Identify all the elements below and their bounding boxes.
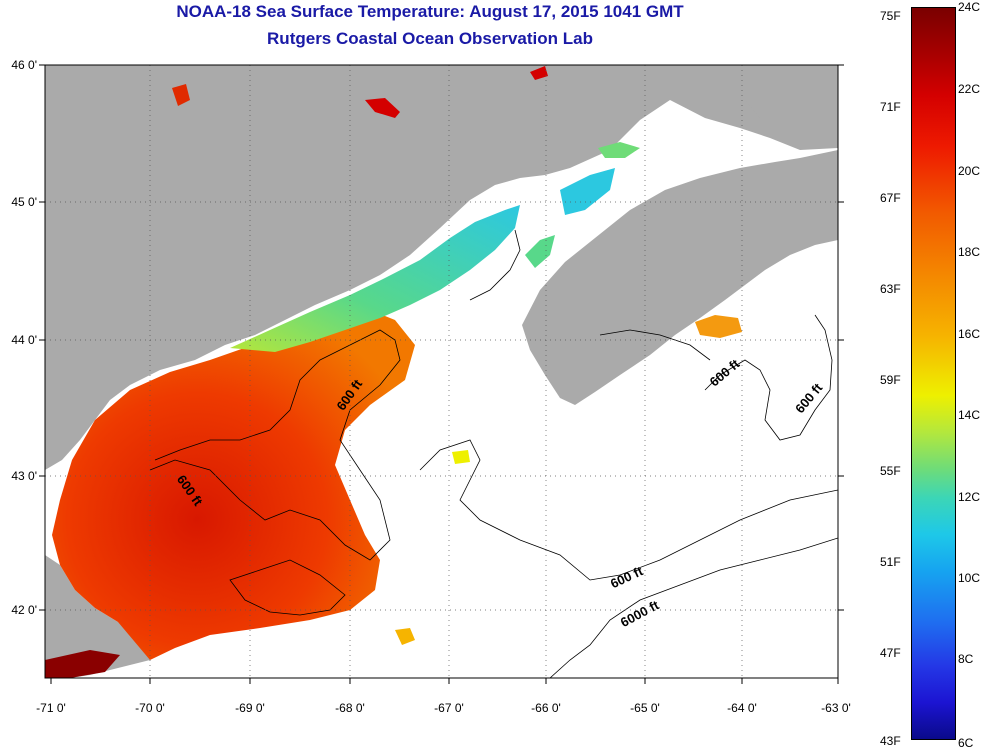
colorbar-f-label: 67F [880,191,901,205]
tick-marks [39,64,844,684]
colorbar-c-label: 16C [958,327,981,341]
contour-600-fundy [469,229,521,301]
y-tick-label: 45 0' [11,195,37,209]
x-tick-label: -65 0' [630,701,660,715]
colorbar-f-label: 75F [880,9,901,23]
land-island [745,88,838,124]
colorbar-c-label: 8C [958,652,974,666]
x-tick-label: -71 0' [36,701,66,715]
contour-600-nova [599,329,711,361]
sst-cool-band [230,205,520,352]
colorbar-f-label: 63F [880,282,901,296]
land-nova-scotia [522,150,838,405]
colorbar-f-label: 71F [880,100,901,114]
colorbar-c-label: 20C [958,164,981,178]
map-subtitle: Rutgers Coastal Ocean Observation Lab [267,29,593,48]
contour-600-inner [229,559,346,616]
colorbar-c-label: 6C [958,736,974,750]
x-tick-label: -63 0' [821,701,851,715]
colorbar-c-label: 14C [958,408,981,422]
colorbar-c-label: 24C [958,0,981,14]
contour-600-ne [704,314,833,441]
colorbar [911,7,956,740]
y-tick-label: 43 0' [11,469,37,483]
sst-fundy-patch-2 [525,235,555,268]
x-tick-label: -66 0' [531,701,561,715]
contour-600-bank [419,439,838,581]
colorbar-c-label: 18C [958,245,981,259]
x-tick-label: -68 0' [335,701,365,715]
gridlines [45,65,838,678]
sst-south-patch [45,650,120,678]
map-title: NOAA-18 Sea Surface Temperature: August … [176,2,684,21]
y-tick-label: 42 0' [11,603,37,617]
sst-small-patch [395,628,415,645]
sst-fundy-patch-3 [598,142,640,158]
colorbar-f-label: 59F [880,373,901,387]
y-tick-label: 44 0' [11,333,37,347]
sst-fundy-patch [560,168,615,215]
x-tick-label: -69 0' [235,701,265,715]
sst-lake-patch-2 [172,84,190,106]
colorbar-c-label: 10C [958,571,981,585]
land-massachusetts [45,555,155,678]
sst-lake-patch-3 [530,66,548,80]
colorbar-f-label: 43F [880,734,901,748]
sst-map: 600 ft 600 ft 600 ft 600 ft 600 ft 6000 … [11,58,851,715]
colorbar-f-label: 47F [880,646,901,660]
colorbar-c-label: 12C [958,490,981,504]
land-mainland [45,65,838,470]
x-tick-label: -67 0' [434,701,464,715]
colorbar-f-label: 51F [880,555,901,569]
x-tick-label: -64 0' [727,701,757,715]
sst-small-patch-2 [452,450,470,464]
depth-contours [149,229,838,678]
colorbar-f-label: 55F [880,464,901,478]
x-tick-label: -70 0' [135,701,165,715]
sst-lake-patch [365,98,400,118]
contour-6000 [549,537,838,678]
y-tick-label: 46 0' [11,58,37,72]
sst-warm-field [52,308,415,660]
plot-border [44,64,839,679]
colorbar-c-label: 22C [958,82,981,96]
sst-scotian-patch [695,315,742,338]
